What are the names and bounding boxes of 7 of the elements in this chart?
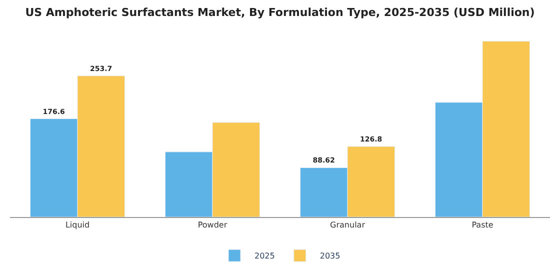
legend-label: 2035 [320,252,340,261]
chart-title: US Amphoteric Surfactants Market, By Formulation Type, 2025-2035 (USD Million) [25,6,535,20]
x-tick-label: Powder [198,220,228,230]
x-tick-label: Liquid [65,220,90,230]
x-tick-label: Paste [472,220,494,230]
x-tick-label: Granular [330,220,366,230]
legend-label: 2025 [254,252,275,261]
